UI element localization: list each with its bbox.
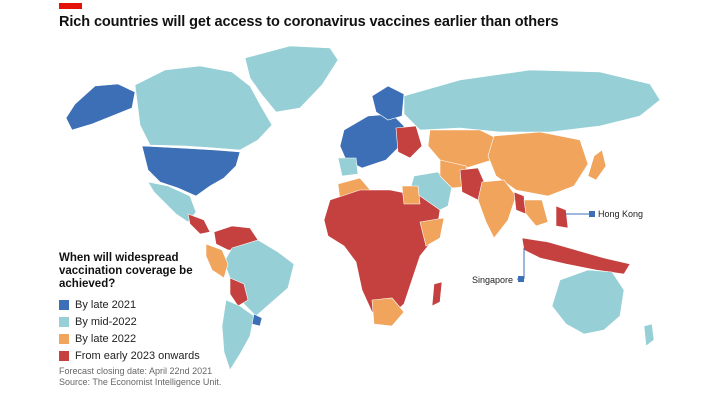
legend-swatch [59, 350, 69, 361]
singapore-label: Singapore [472, 275, 514, 285]
region-usa [141, 145, 241, 197]
region-china [487, 131, 589, 197]
legend-label: By mid-2022 [75, 315, 137, 328]
region-mexico [147, 181, 197, 223]
legend-swatch [59, 299, 69, 310]
region-russia [403, 69, 661, 133]
callout-singapore [517, 248, 525, 282]
notes: Forecast closing date: April 22nd 2021 S… [59, 366, 221, 388]
legend-swatch [59, 316, 69, 327]
region-central-america [187, 213, 211, 235]
legend-label: By late 2021 [75, 298, 137, 311]
region-central-asia [427, 129, 501, 169]
legend-label: By late 2022 [75, 332, 137, 345]
region-scandinavia [371, 85, 405, 121]
region-indonesia [521, 237, 631, 275]
region-india [477, 179, 517, 239]
region-horn-of-africa [419, 217, 445, 247]
legend-item: By mid-2022 [59, 313, 259, 330]
source-note: Source: The Economist Intelligence Unit. [59, 377, 222, 387]
region-alaska [65, 83, 136, 131]
region-southern-cone [221, 299, 255, 371]
region-canada [134, 65, 273, 151]
map-title: Rich countries will get access to corona… [59, 14, 559, 30]
region-egypt [401, 185, 421, 205]
region-eastern-europe [395, 125, 423, 159]
legend-label: From early 2023 onwards [75, 349, 200, 362]
legend: When will widespread vaccination coverag… [59, 252, 259, 364]
region-madagascar [431, 281, 443, 307]
legend-item: By late 2021 [59, 296, 259, 313]
hong-kong-label: Hong Kong [598, 209, 644, 219]
region-australia [551, 269, 625, 335]
region-new-zealand [643, 323, 655, 347]
accent-bar [59, 3, 82, 9]
region-bolivia [229, 277, 249, 307]
region-philippines [555, 205, 569, 229]
region-andes-north [205, 243, 229, 279]
legend-item: By late 2022 [59, 330, 259, 347]
region-se-asia [523, 199, 549, 227]
legend-swatch [59, 333, 69, 344]
region-greenland [244, 45, 339, 113]
region-southern-africa [371, 297, 405, 327]
callout-hong-kong [566, 211, 595, 217]
region-iberia [337, 157, 359, 177]
region-uruguay [251, 313, 263, 327]
legend-item: From early 2023 onwards [59, 347, 259, 364]
region-japan [587, 149, 607, 181]
forecast-note: Forecast closing date: April 22nd 2021 [59, 366, 213, 376]
legend-heading: When will widespread vaccination coverag… [59, 252, 193, 290]
